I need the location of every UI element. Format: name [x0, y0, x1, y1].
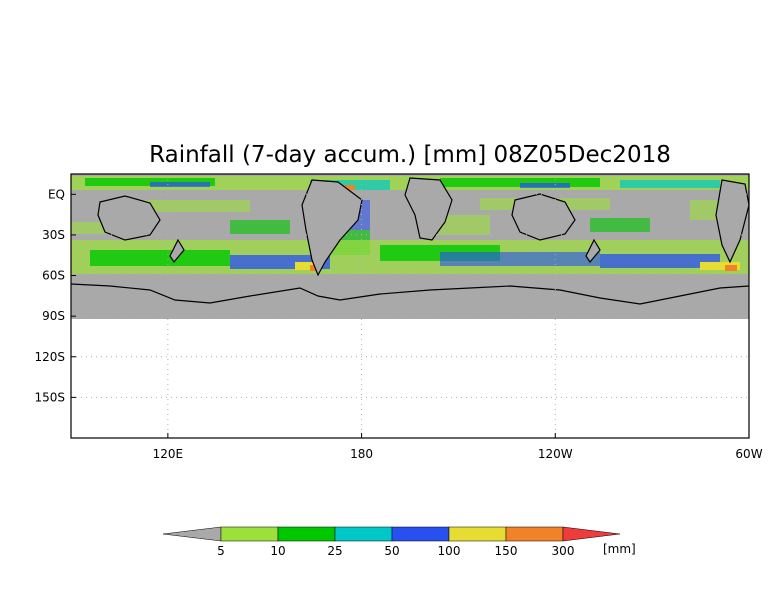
- legend-above-triangle: [562, 526, 621, 542]
- legend-unit-label: [mm]: [603, 542, 636, 556]
- antarctica-coast: [70, 283, 750, 305]
- y-tick-label: 90S: [42, 309, 65, 323]
- rainfall-field: [70, 174, 750, 319]
- rain-band-southern-ocean: [71, 240, 749, 274]
- coastlines: [97, 177, 750, 277]
- australia-coast: [97, 195, 161, 241]
- figure-title: Rainfall (7-day accum.) [mm] 08Z05Dec201…: [149, 142, 671, 168]
- legend-label: 50: [384, 544, 399, 558]
- x-axis-ticks: 120E180120W60W060E120E180120W60W: [153, 433, 763, 461]
- legend-swatch: [334, 526, 393, 542]
- y-tick-label: 150S: [34, 390, 65, 404]
- y-tick-label: 120S: [34, 350, 65, 364]
- legend-swatch: [505, 526, 564, 542]
- legend-label: 300: [552, 544, 575, 558]
- legend-below-triangle: [162, 526, 222, 542]
- legend-swatch: [277, 526, 336, 542]
- color-legend: 5 10 25 50 100 150 300: [162, 526, 621, 558]
- plot-frame: [70, 173, 750, 439]
- legend-label: 5: [217, 544, 225, 558]
- x-tick-label: 120W: [538, 447, 573, 461]
- y-tick-label: 30S: [42, 228, 65, 242]
- y-tick-label: 60S: [42, 269, 65, 283]
- legend-label: 150: [495, 544, 518, 558]
- new-zealand-coast-2: [585, 238, 601, 264]
- y-tick-label: EQ: [48, 187, 65, 201]
- legend-swatch: [220, 526, 279, 542]
- south-america-coast: [301, 179, 363, 277]
- south-america-coast-2: [715, 179, 750, 264]
- legend-label: 10: [270, 544, 285, 558]
- legend-label: 100: [438, 544, 461, 558]
- x-tick-label: 120E: [153, 447, 184, 461]
- x-tick-label: 180: [350, 447, 373, 461]
- africa-coast: [404, 177, 453, 241]
- australia-coast-2: [511, 193, 576, 241]
- legend-swatch: [448, 526, 507, 542]
- y-axis-ticks: EQ 30S 60S 90S 120S 150S: [34, 187, 76, 404]
- legend-swatch: [391, 526, 450, 542]
- legend-label: 25: [327, 544, 342, 558]
- new-zealand-coast: [169, 238, 185, 264]
- x-tick-label: 60W: [735, 447, 762, 461]
